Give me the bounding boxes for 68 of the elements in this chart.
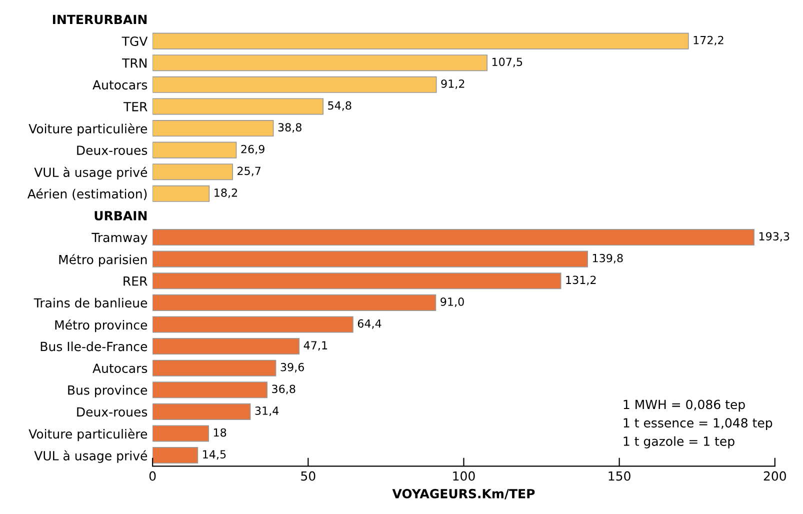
bar xyxy=(152,425,209,442)
y-tick-label: Tramway xyxy=(92,232,148,245)
data-label: 91,0 xyxy=(440,298,464,308)
y-tick-label: Métro parisien xyxy=(59,254,147,267)
data-label: 18,2 xyxy=(214,188,237,198)
data-label: 172,2 xyxy=(694,36,724,46)
annotation: 1 t gazole = 1 tep xyxy=(624,436,734,448)
bar xyxy=(152,54,488,72)
bar xyxy=(152,316,354,333)
y-tick-label: Métro province xyxy=(55,319,148,332)
annotation: 1 MWH = 0,086 tep xyxy=(624,400,745,412)
y-tick-label: Bus Ile-de-France xyxy=(40,342,148,352)
bar xyxy=(152,272,562,290)
annotation: 1 t essence = 1,048 tep xyxy=(624,418,772,430)
x-axis-title: VOYAGEURS.Km/TEP xyxy=(392,488,535,500)
y-tick-label: RER xyxy=(124,276,148,286)
y-tick-label: Bus province xyxy=(68,385,148,398)
bar xyxy=(152,360,276,376)
bar xyxy=(152,164,233,180)
bar xyxy=(152,185,210,202)
y-tick-label: INTERURBAIN xyxy=(52,14,147,24)
y-tick-label: Voiture particulière xyxy=(28,123,148,136)
data-label: 54,8 xyxy=(328,101,352,111)
y-tick-label: Autocars xyxy=(92,364,148,374)
bar xyxy=(152,338,300,355)
bar xyxy=(152,120,274,137)
data-label: 39,6 xyxy=(280,362,304,372)
bar xyxy=(152,382,268,398)
data-label: 107,5 xyxy=(492,58,522,68)
y-tick-label: Autocars xyxy=(92,80,148,90)
bar xyxy=(152,229,754,246)
bar xyxy=(152,76,437,93)
y-tick-label: Voiture particulière xyxy=(28,428,148,442)
bar xyxy=(152,403,251,420)
y-tick-label: VUL à usage privé xyxy=(34,450,148,463)
bar xyxy=(152,32,689,50)
y-tick-label: Deux-roues xyxy=(77,407,148,417)
data-label: 25,7 xyxy=(238,166,260,176)
y-tick-label: Deux-roues xyxy=(77,146,148,155)
bar xyxy=(152,98,324,115)
y-tick-label: Trains de banlieue xyxy=(34,298,148,308)
x-tick-label: 0 xyxy=(149,471,156,481)
data-label: 14,5 xyxy=(203,450,226,460)
data-label: 91,2 xyxy=(441,79,464,90)
bar xyxy=(152,447,198,464)
data-label: 26,9 xyxy=(241,144,264,154)
data-label: 38,8 xyxy=(278,123,302,133)
y-tick-label: TRN xyxy=(122,58,146,68)
data-label: 18 xyxy=(214,428,226,437)
data-label: 131,2 xyxy=(566,276,596,286)
x-tick-label: 50 xyxy=(301,471,316,481)
bar xyxy=(152,142,237,158)
y-tick-label: VUL à usage privé xyxy=(34,166,148,180)
data-label: 139,8 xyxy=(592,254,623,264)
data-label: 47,1 xyxy=(304,341,328,351)
data-label: 36,8 xyxy=(272,384,296,394)
y-tick-label: TER xyxy=(123,102,148,112)
y-tick-label: TGV xyxy=(122,36,148,46)
x-tick-label: 200 xyxy=(764,471,786,481)
data-label: 31,4 xyxy=(255,406,279,416)
y-tick-label: Aérien (estimation) xyxy=(27,188,147,200)
data-label: 64,4 xyxy=(358,319,382,329)
data-label: 193,3 xyxy=(759,232,790,242)
x-tick-label: 150 xyxy=(608,471,630,481)
y-tick-label: URBAIN xyxy=(94,211,147,220)
bar xyxy=(152,250,588,268)
x-tick-label: 100 xyxy=(453,471,475,481)
bar xyxy=(152,294,436,311)
